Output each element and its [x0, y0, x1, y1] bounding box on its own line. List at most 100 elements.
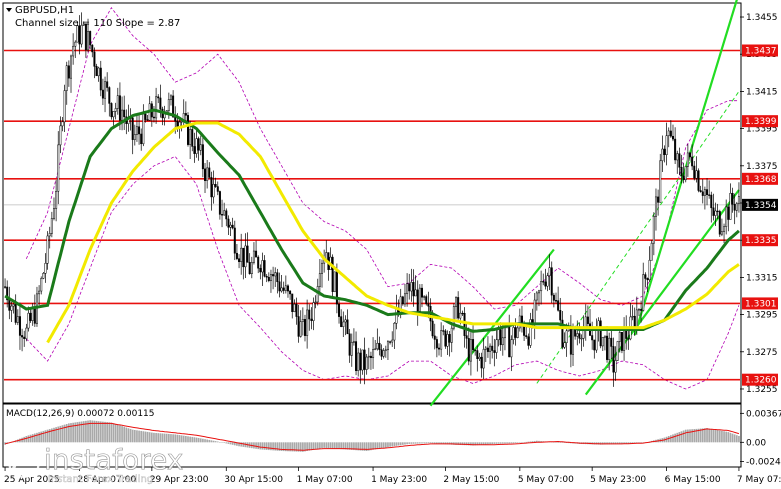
level-label-1.3335: 1.3335	[745, 236, 777, 246]
macd-histogram-bar	[608, 442, 611, 445]
candle-body	[665, 135, 668, 155]
candle-body	[204, 168, 207, 181]
candle-body	[689, 152, 692, 158]
candle-body	[282, 287, 285, 291]
candle-body	[21, 335, 24, 338]
candle-body	[527, 336, 530, 346]
candle-body	[535, 292, 538, 301]
macd-histogram-bar	[295, 442, 298, 452]
candle-body	[410, 282, 413, 292]
candle-body	[448, 334, 451, 343]
candle-body	[84, 23, 87, 51]
price-tick-label: 1.3315	[746, 273, 778, 283]
candle-body	[399, 296, 402, 315]
macd-histogram-bar	[131, 429, 134, 443]
candle-body	[461, 312, 464, 315]
candle-body	[606, 335, 609, 360]
macd-tick-label: -0.00243	[746, 458, 781, 468]
macd-histogram-bar	[731, 433, 734, 443]
candle-body	[63, 90, 66, 123]
logo-swoosh	[11, 450, 37, 470]
candle-body	[555, 300, 558, 302]
macd-histogram-bar	[314, 442, 317, 450]
macd-histogram-bar	[506, 442, 508, 444]
candle-body	[716, 210, 719, 213]
macd-histogram-bar	[51, 428, 53, 443]
candle-body	[608, 337, 611, 360]
macd-histogram-bar	[261, 442, 264, 450]
candle-body	[378, 342, 381, 350]
time-tick-label: 1 May 07:00	[297, 475, 353, 485]
macd-histogram-bar	[633, 442, 636, 444]
macd-histogram-bar	[153, 432, 155, 443]
time-tick-label: 25 Apr 2025	[4, 475, 60, 485]
macd-histogram-bar	[227, 442, 230, 444]
candle-body	[350, 341, 353, 356]
macd-histogram-bar	[676, 432, 679, 443]
candle-body	[246, 245, 249, 263]
macd-histogram-bar	[467, 442, 470, 446]
macd-histogram-bar	[329, 442, 332, 449]
macd-histogram-bar	[682, 430, 685, 443]
candle-body	[248, 262, 251, 275]
macd-histogram-bar	[425, 442, 428, 444]
macd-histogram-bar	[625, 442, 628, 444]
candle-body	[610, 337, 613, 347]
moving-average-50	[46, 121, 740, 344]
candle-body	[493, 350, 496, 353]
candle-body	[184, 113, 187, 116]
candle-body	[637, 309, 640, 311]
level-label-bg	[742, 172, 778, 185]
macd-histogram-bar	[397, 442, 400, 446]
macd-histogram-bar	[344, 442, 347, 450]
macd-histogram-bar	[119, 425, 121, 443]
candle-body	[33, 308, 36, 324]
macd-histogram-bar	[150, 432, 153, 443]
candle-body	[333, 271, 336, 292]
macd-histogram-bar	[346, 442, 349, 450]
main-panel-frame	[2, 2, 742, 404]
candle-body	[646, 278, 649, 281]
candle-body	[552, 294, 555, 301]
candle-body	[259, 267, 262, 273]
macd-histogram-bar	[442, 442, 445, 445]
macd-histogram-bar	[342, 442, 345, 450]
macd-histogram-bar	[255, 442, 257, 449]
macd-histogram-bar	[202, 438, 204, 443]
macd-histogram-bar	[299, 442, 302, 452]
macd-histogram-bar	[197, 437, 200, 443]
candle-body	[718, 211, 721, 235]
macd-histogram-bar	[63, 424, 66, 443]
candle-body	[676, 153, 679, 161]
candle-body	[727, 206, 730, 220]
candle-body	[480, 356, 483, 369]
macd-histogram-bar	[493, 442, 496, 444]
time-tick-label: 28 Apr 07:00	[78, 475, 137, 485]
macd-histogram-bar	[170, 434, 172, 443]
candle-body	[48, 233, 51, 237]
candle-body	[214, 184, 217, 187]
candle-body	[593, 339, 596, 351]
candle-body	[76, 25, 79, 43]
macd-histogram-bar	[710, 428, 713, 443]
candle-body	[529, 319, 532, 346]
macd-histogram-bar	[621, 442, 623, 444]
dropdown-triangle-icon[interactable]	[6, 8, 12, 12]
macd-histogram-bar	[191, 436, 194, 443]
candle-body	[546, 275, 549, 287]
candle-body	[344, 319, 347, 323]
macd-histogram-bar	[353, 442, 355, 451]
macd-histogram-bar	[414, 442, 417, 444]
candle-body	[401, 296, 404, 305]
macd-histogram-bar	[142, 431, 145, 443]
candle-body	[289, 290, 292, 295]
macd-histogram-bar	[21, 437, 23, 443]
macd-histogram-bar	[199, 438, 202, 443]
candle-body	[6, 286, 9, 301]
macd-histogram-bar	[363, 442, 366, 451]
candle-body	[199, 144, 202, 151]
candle-body	[512, 327, 515, 340]
candle-body	[118, 95, 121, 121]
macd-histogram-bar	[461, 442, 464, 446]
macd-histogram-bar	[446, 442, 449, 445]
